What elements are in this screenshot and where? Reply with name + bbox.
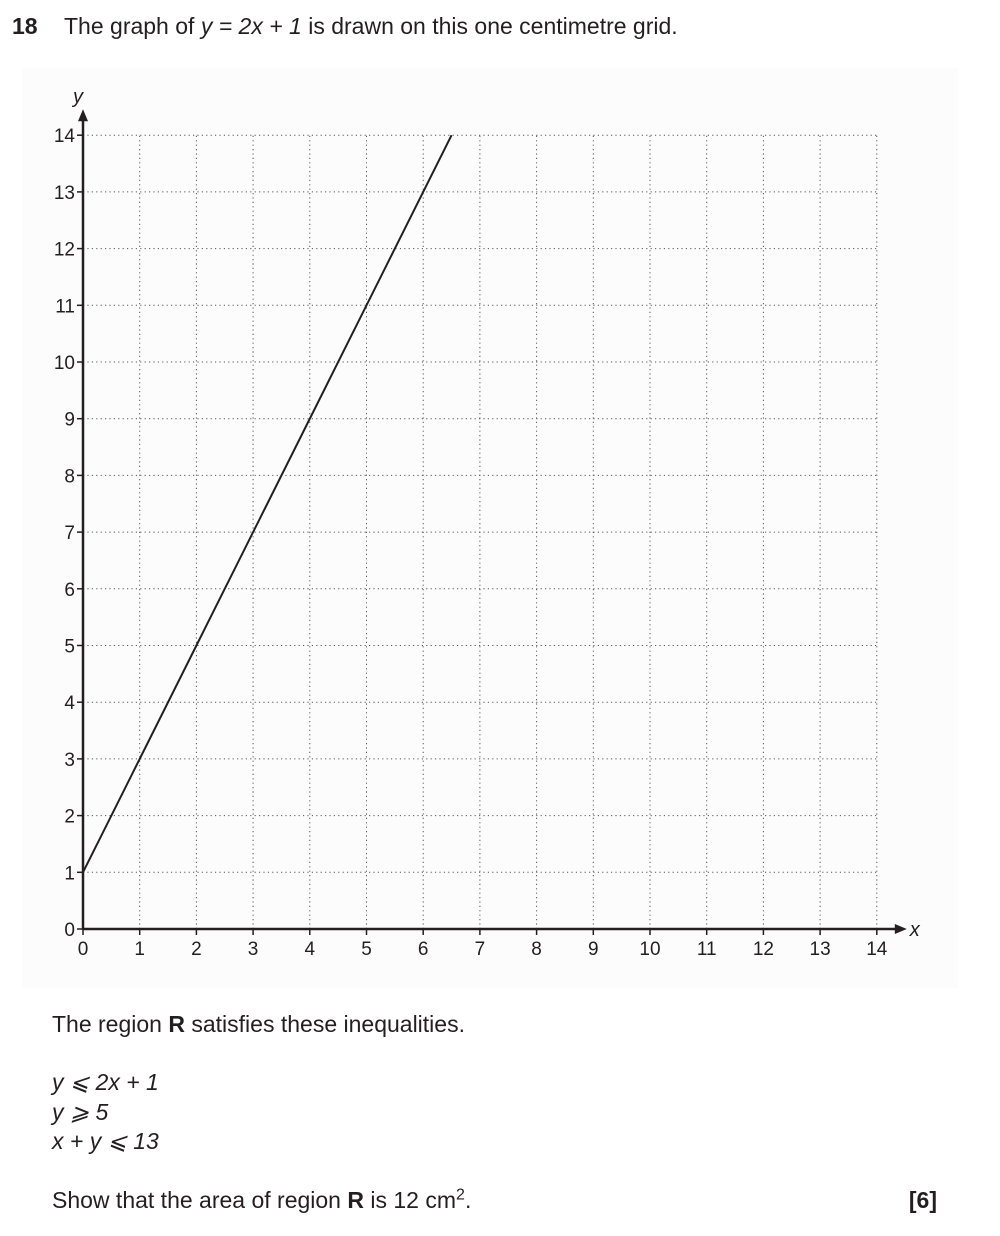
region-name: R	[168, 1011, 185, 1037]
question-header: 18 The graph of y = 2x + 1 is drawn on th…	[12, 12, 678, 40]
x-tick-label: 11	[697, 939, 717, 960]
x-tick-label: 8	[531, 939, 542, 960]
y-tick-label: 12	[54, 240, 75, 261]
y-tick-label: 4	[64, 693, 75, 714]
question-number: 18	[12, 13, 38, 39]
y-tick-label: 6	[64, 580, 75, 601]
graph-panel: 0 1 2 3 4 5 6 7 8 9 10 11 12 13 14 0 1 2 3 4 5 6 7 8 9 10 11 12 13 14…	[22, 68, 958, 988]
x-axis-arrow	[894, 924, 907, 934]
area-statement: Show that the area of region R is 12 cm2…	[52, 1186, 471, 1214]
y-tick-label: 5	[64, 637, 75, 658]
area-statement-start: Show that the area of region	[52, 1187, 348, 1213]
x-tick-label: 14	[866, 939, 888, 960]
line-graph: 0 1 2 3 4 5 6 7 8 9 10 11 12 13 1401234567891011121314…	[54, 86, 921, 960]
area-statement-end: .	[464, 1187, 472, 1213]
y-tick-label: 8	[64, 466, 75, 487]
x-axis-label: x	[909, 919, 921, 941]
area-value: is 12 cm	[364, 1187, 457, 1213]
y-tick-label: 10	[54, 353, 75, 374]
y-tick-label: 11	[55, 296, 75, 317]
x-tick-label: 3	[248, 939, 259, 960]
x-tick-label: 9	[588, 939, 599, 960]
inequality-2: y ⩾ 5	[52, 1098, 109, 1125]
y-tick-label: 7	[64, 523, 75, 544]
area-unit-power: 2	[456, 1186, 465, 1204]
x-tick-label: 6	[418, 939, 429, 960]
x-tick-label: 12	[753, 939, 774, 960]
y-tick-label: 9	[64, 410, 75, 431]
x-tick-label: 10	[639, 939, 660, 960]
marks-label: [6]	[908, 1187, 937, 1213]
series-line	[82, 134, 453, 873]
x-tick-label: 2	[191, 939, 202, 960]
x-tick-label: 13	[810, 939, 831, 960]
region-intro: The region R satisfies these inequalitie…	[52, 1010, 465, 1038]
y-tick-label: 13	[54, 183, 75, 204]
area-region-name: R	[347, 1187, 364, 1213]
question-text-end: is drawn on this one centimetre grid.	[301, 13, 678, 39]
x-tick-label: 0	[78, 939, 89, 960]
y-tick-label: 1	[64, 863, 75, 884]
y-tick-label: 3	[64, 750, 75, 771]
y-tick-label: 14	[54, 126, 76, 147]
region-intro-start: The region	[52, 1011, 169, 1037]
inequality-3: x + y ⩽ 13	[52, 1128, 159, 1154]
question-equation: y = 2x + 1	[200, 13, 302, 39]
question-text-start: The graph of	[64, 13, 201, 39]
inequality-1: y ⩽ 2x + 1	[52, 1069, 159, 1095]
y-tick-label: 2	[64, 807, 75, 828]
y-axis-arrow	[78, 109, 88, 122]
x-tick-label: 7	[475, 939, 486, 960]
x-tick-label: 5	[361, 939, 372, 960]
y-axis-label: y	[71, 86, 84, 108]
x-tick-label: 1	[134, 939, 145, 960]
region-intro-end: satisfies these inequalities.	[184, 1011, 465, 1037]
y-tick-label: 0	[64, 920, 75, 941]
inequalities-list: y ⩽ 2x + 1 y ⩾ 5 x + y ⩽ 13	[52, 1068, 159, 1157]
x-tick-label: 4	[305, 939, 316, 960]
